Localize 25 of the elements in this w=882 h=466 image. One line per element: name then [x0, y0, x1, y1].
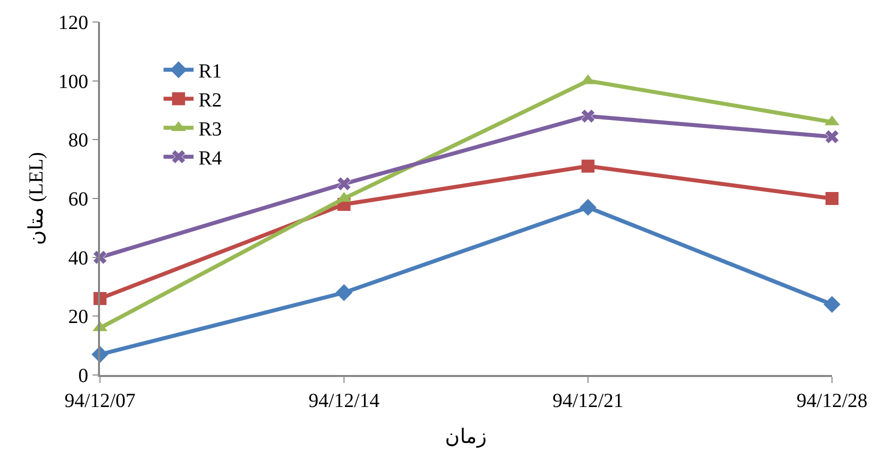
y-tick-label: 60: [68, 188, 88, 210]
x-tick-label: 94/12/21: [552, 390, 624, 412]
point: [580, 198, 596, 216]
x-axis-title: زمان: [445, 426, 487, 448]
x-tick-label: 94/12/07: [64, 390, 136, 412]
point: [824, 296, 840, 313]
y-axis-title: متان (LEL): [25, 152, 48, 245]
point: [826, 192, 838, 205]
y-tick-label: 20: [68, 306, 88, 328]
y-tick-label: 100: [58, 70, 88, 93]
point: [824, 130, 840, 144]
point: [336, 284, 352, 302]
legend-label: R2: [198, 90, 222, 112]
y-tick-label: 120: [58, 12, 88, 34]
legend-label: R4: [198, 148, 222, 170]
x-tick-label: 94/12/28: [796, 390, 868, 412]
point: [580, 109, 596, 124]
y-tick-label: 80: [68, 130, 88, 152]
y-tick-label: 0: [78, 365, 88, 387]
legend-label: R3: [198, 118, 222, 141]
point: [336, 176, 352, 191]
x-tick-label: 94/12/14: [308, 390, 380, 412]
legend-label: R1: [198, 60, 222, 83]
y-tick-label: 40: [68, 247, 88, 270]
point: [582, 160, 594, 173]
